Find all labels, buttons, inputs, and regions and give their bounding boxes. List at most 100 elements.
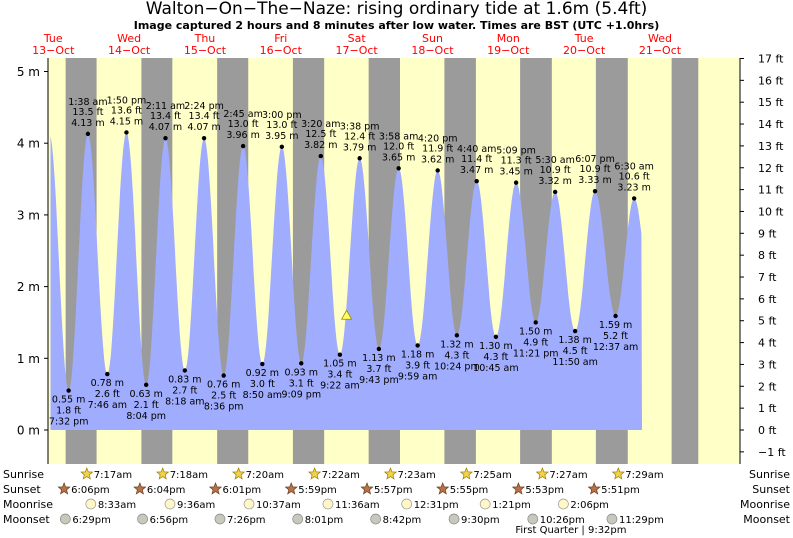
- high-tide-feet: 11.9 ft: [422, 143, 453, 154]
- moonset-icon: [59, 513, 71, 525]
- row-label-right: Moonrise: [740, 498, 790, 511]
- night-band: [671, 58, 699, 464]
- high-tide-point: [435, 168, 440, 173]
- high-tide-time: 2:11 am: [146, 101, 185, 112]
- row-label-right: Sunrise: [749, 468, 790, 481]
- high-tide-feet: 12.5 ft: [305, 129, 336, 140]
- low-tide-height: 1.59 m: [599, 320, 632, 331]
- row-label-right: Sunset: [752, 483, 790, 496]
- sunrise-time: 7:29am: [625, 470, 663, 481]
- moonrise-icon: [479, 498, 491, 510]
- low-tide-point: [376, 346, 382, 352]
- day-weekday: Sat: [348, 32, 367, 45]
- day-weekday: Wed: [648, 32, 672, 45]
- high-tide-time: 2:24 pm: [184, 101, 224, 112]
- day-headers: Tue13−OctWed14−OctThu15−OctFri16−OctSat1…: [32, 32, 682, 57]
- sunrise-time: 7:17am: [94, 470, 132, 481]
- low-tide-time: 10:24 pm: [434, 361, 480, 372]
- day-weekday: Fri: [274, 32, 287, 45]
- high-tide-point: [85, 131, 91, 137]
- day-date: 21−Oct: [639, 44, 682, 57]
- high-tide-point: [631, 196, 637, 201]
- right-tick-label: 2 ft: [758, 380, 777, 393]
- day-weekday: Thu: [194, 32, 216, 45]
- low-tide-height: 1.32 m: [440, 339, 473, 350]
- low-tide-point: [572, 328, 578, 334]
- low-tide-point: [182, 368, 188, 373]
- low-tide-time: 9:22 am: [320, 381, 359, 392]
- day-date: 15−Oct: [184, 44, 227, 57]
- right-tick-label: 0 ft: [758, 424, 777, 437]
- sunrise-icon: [383, 467, 398, 480]
- sunrise-icon: [231, 467, 246, 480]
- high-tide-feet: 13.4 ft: [189, 111, 220, 122]
- left-tick-label: 5 m: [17, 65, 40, 79]
- low-tide-time: 8:36 pm: [204, 402, 244, 413]
- high-tide-time: 6:30 am: [614, 161, 653, 172]
- low-tide-height: 1.13 m: [362, 353, 395, 364]
- high-tide-point: [396, 166, 401, 171]
- high-tide-time: 4:40 am: [457, 144, 496, 155]
- tide-area: [50, 132, 642, 430]
- low-tide-height: 0.93 m: [285, 367, 318, 378]
- sunset-time: 5:59pm: [298, 485, 337, 496]
- row-label-left: Sunrise: [3, 468, 44, 481]
- sun-moon-table: Sunrise Sunrise Sunset Sunset Moonrise Moonri…: [3, 467, 791, 536]
- high-tide-feet: 12.4 ft: [344, 131, 375, 142]
- sunrise-icon: [156, 467, 170, 480]
- low-tide-height: 1.18 m: [401, 349, 434, 360]
- right-tick-label: 5 ft: [758, 315, 777, 328]
- moonset-time: 9:30pm: [461, 515, 500, 526]
- moonrise-time: 9:36am: [177, 500, 215, 511]
- sunset-icon: [284, 482, 298, 495]
- sunrise-icon: [459, 467, 474, 480]
- low-tide-time: 8:04 pm: [126, 411, 166, 422]
- high-tide-point: [513, 180, 519, 185]
- day-date: 19−Oct: [487, 44, 530, 57]
- high-tide-time: 3:38 pm: [340, 121, 380, 132]
- chart-subtitle: Image captured 2 hours and 8 minutes aft…: [133, 19, 660, 32]
- sunset-time: 6:04pm: [147, 485, 186, 496]
- high-tide-point: [124, 130, 129, 135]
- sunset-icon: [57, 482, 71, 495]
- low-tide-point: [337, 352, 343, 357]
- moonset-icon: [214, 513, 226, 525]
- moonset-icon: [448, 513, 460, 525]
- moonrise-icon: [401, 498, 413, 510]
- current-tide-marker: [340, 309, 353, 320]
- moonset-time: 6:29pm: [72, 515, 111, 526]
- low-tide-feet: 5.2 ft: [603, 331, 628, 342]
- high-tide-time: 5:30 am: [535, 155, 574, 166]
- low-tide-feet: 4.5 ft: [563, 346, 588, 357]
- low-tide-time: 7:32 pm: [49, 417, 89, 428]
- day-date: 17−Oct: [336, 44, 379, 57]
- moonrise-icon: [322, 498, 334, 510]
- day-weekday: Sun: [422, 32, 443, 45]
- high-tide-time: 1:50 pm: [107, 95, 147, 106]
- row-label-left: Moonrise: [3, 498, 53, 511]
- right-tick-label: −1 ft: [758, 446, 786, 459]
- sunrise-time: 7:20am: [246, 470, 284, 481]
- high-tide-time: 6:07 pm: [575, 154, 615, 165]
- sunset-icon: [208, 482, 223, 495]
- sunrise-icon: [307, 467, 322, 480]
- low-tide-point: [533, 320, 538, 325]
- chart-title: Walton−On−The−Naze: rising ordinary tide…: [145, 0, 648, 19]
- low-tide-height: 0.55 m: [52, 395, 85, 406]
- left-tick-label: 2 m: [17, 280, 40, 294]
- low-tide-feet: 4.3 ft: [444, 350, 469, 361]
- high-tide-feet: 10.6 ft: [619, 171, 650, 182]
- moonset-time: 10:26pm: [540, 515, 585, 526]
- high-tide-height: 4.13 m: [71, 118, 104, 129]
- left-tick-label: 4 m: [17, 137, 40, 151]
- high-tide-height: 3.47 m: [460, 165, 493, 176]
- high-tide-point: [474, 179, 479, 184]
- sunset-time: 5:57pm: [374, 485, 413, 496]
- high-tide-height: 3.45 m: [499, 167, 532, 178]
- low-tide-point: [143, 382, 149, 388]
- low-tide-feet: 3.7 ft: [366, 364, 391, 375]
- high-tide-height: 3.79 m: [343, 142, 376, 153]
- sunset-time: 6:01pm: [223, 485, 262, 496]
- right-tick-label: 1 ft: [758, 402, 777, 415]
